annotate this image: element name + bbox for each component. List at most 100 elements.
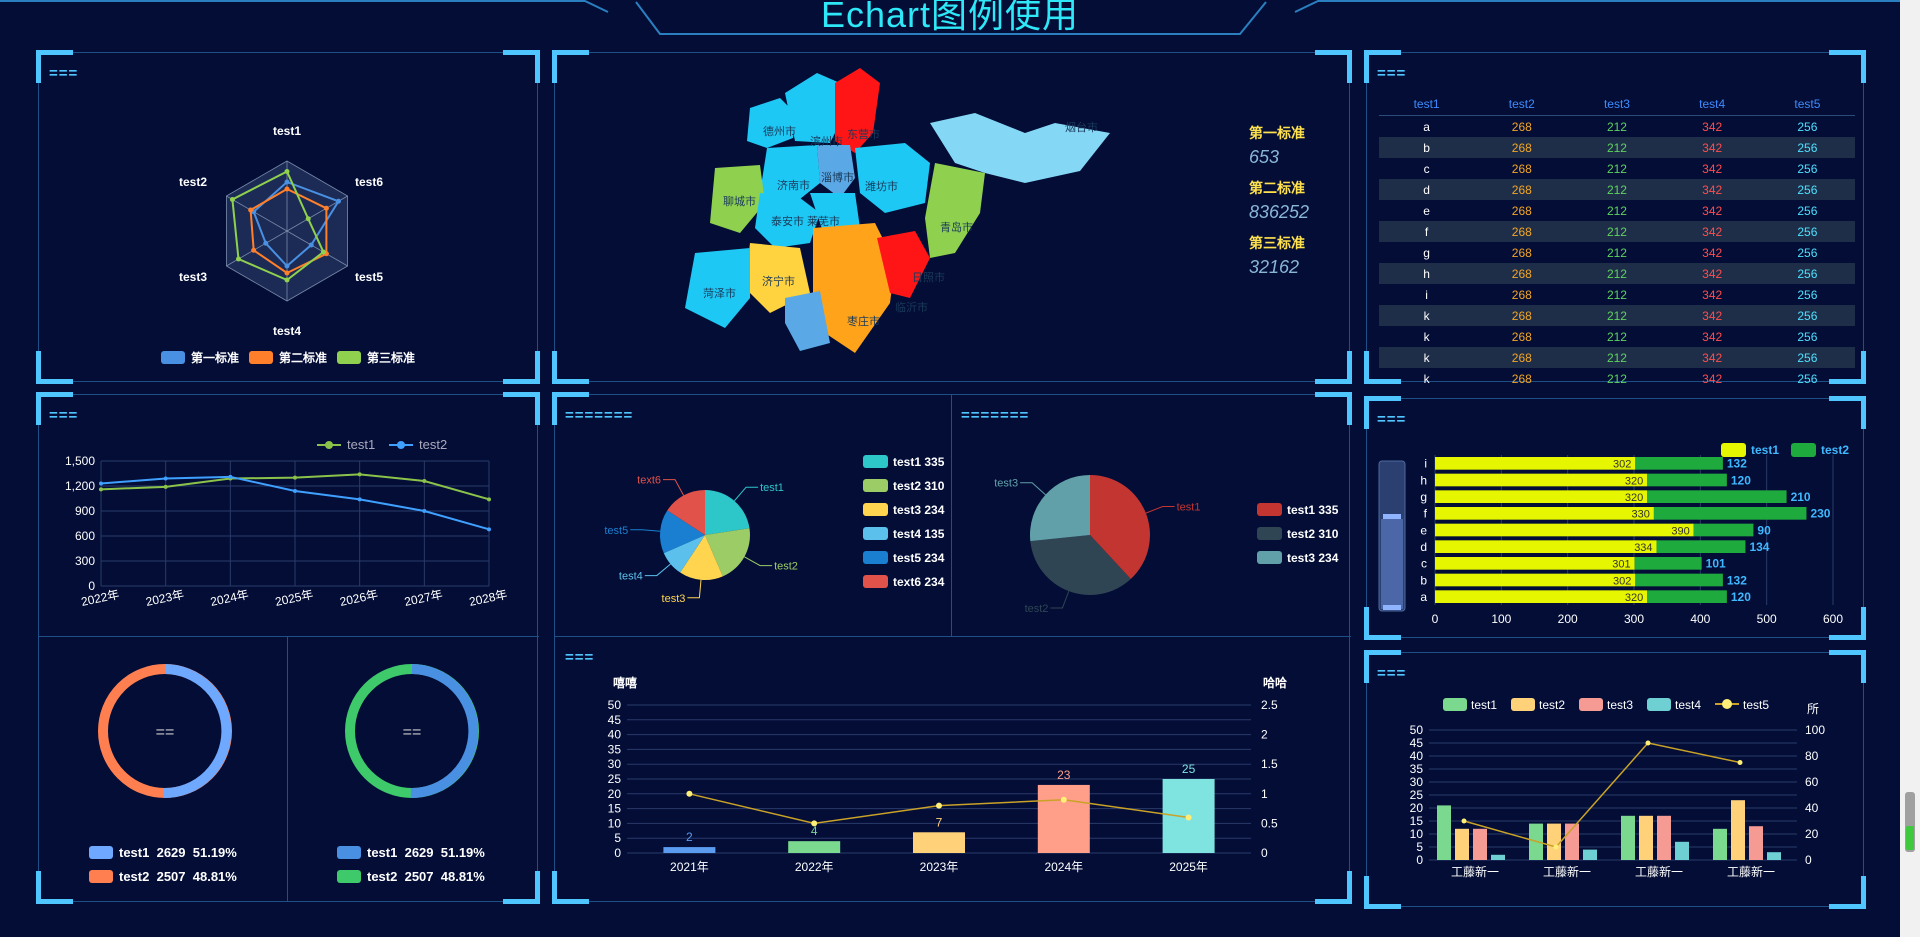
pie-legend-label: test3 234 <box>893 503 945 517</box>
map-panel: 德州市 滨州市 东营市 淄博市 潍坊市 济南市 聊城市 泰安市 莱芜市 青岛市 … <box>552 50 1352 384</box>
radar-legend-3[interactable]: 第三标准 <box>367 351 416 365</box>
line-panel: === 0 300 600 900 1,200 1,500 2022年 2023年 2024年 2… <box>36 392 540 904</box>
city-label-binzhou: 滨州市 <box>810 134 843 148</box>
map-legend-label-3: 第三标准 <box>1249 235 1305 251</box>
pie-charts: test1 test1 335 test2 test2 310 test3 test3 2… <box>604 455 1339 874</box>
donut2-legend-1[interactable]: test1 2629 51.19% <box>337 845 485 860</box>
radar-axis <box>286 230 348 267</box>
mbar-legend-label: test1 <box>1471 698 1497 712</box>
hbar-x-tick: 500 <box>1757 612 1777 626</box>
hbar-test1-e <box>1435 523 1694 537</box>
mbar-y-tick: 20 <box>1410 801 1424 815</box>
shandong-map[interactable]: 德州市 滨州市 东营市 淄博市 潍坊市 济南市 聊城市 泰安市 莱芜市 青岛市 … <box>555 53 1351 383</box>
table-cell: 342 <box>1664 221 1760 242</box>
table-cell: 268 <box>1511 245 1532 260</box>
line-point <box>422 479 427 483</box>
line-point <box>163 476 168 481</box>
mbar-test4 <box>1583 849 1597 860</box>
map-legend-value-3: 32162 <box>1249 257 1300 277</box>
donut1-legend-1[interactable]: test1 2629 51.19% <box>89 845 237 860</box>
bar-y-tick: 20 <box>608 787 622 801</box>
mbar-y-tick: 50 <box>1410 723 1424 737</box>
city-label-yantai: 烟台市 <box>1065 120 1098 134</box>
city-label-liaocheng: 聊城市 <box>723 194 756 208</box>
table-cell: 256 <box>1797 371 1818 386</box>
radar-legend-2[interactable]: 第二标准 <box>279 351 328 365</box>
hbar-value-label: 301 <box>1612 559 1630 571</box>
radar-point <box>248 207 254 213</box>
hbar-value-label: 120 <box>1731 473 1751 487</box>
table-cell: 342 <box>1702 161 1723 176</box>
bar-y-tick: 50 <box>608 698 622 712</box>
pie-label-line <box>744 556 773 567</box>
radar-point <box>236 256 242 262</box>
data-table: test1 test2 test3 test4 test5 a 268 212 342 256 b… <box>1379 93 1855 389</box>
scrollbar-thumb[interactable] <box>1905 792 1915 852</box>
line-y-tick: 300 <box>75 554 95 568</box>
mbar-x-tick: 工藤新一 <box>1727 864 1775 879</box>
radar-legend-1[interactable]: 第一标准 <box>191 351 240 365</box>
hbar-panel: === 0 100 200 300 400 500 600 320 120 a 302 132 b 301… <box>1364 396 1866 640</box>
mbar-line-point <box>1553 844 1559 850</box>
bar-y2-tick: 2 <box>1261 728 1268 742</box>
bar-2022年 <box>788 841 841 853</box>
pie-label: test2 <box>1025 603 1049 615</box>
table-row: k 268 212 342 256 <box>1379 326 1855 347</box>
radar-point <box>284 270 290 276</box>
mbar-test3 <box>1473 828 1487 860</box>
bar-line-point <box>1060 796 1067 803</box>
mbar-line-point <box>1645 740 1651 746</box>
radar-label-test3: test3 <box>179 270 207 284</box>
map-legend: 第一标准 653 第二标准 836252 第三标准 32162 <box>1249 123 1309 288</box>
pie-label-line <box>733 486 759 502</box>
line-legend-label: test2 <box>419 437 447 452</box>
radar-legend[interactable]: 第一标准 第二标准 第三标准 <box>161 349 415 366</box>
table-cell: 212 <box>1606 203 1627 218</box>
hbar-test2-b <box>1635 573 1723 587</box>
table-row: a 268 212 342 256 <box>1379 116 1855 138</box>
hbar-test2-i <box>1635 457 1723 470</box>
hbar-value-label: 320 <box>1625 475 1643 487</box>
table-row: h 268 212 342 256 <box>1379 263 1855 284</box>
radar-label-test2: test2 <box>179 175 207 189</box>
legend-swatch <box>337 351 362 364</box>
map-region-zibo <box>817 145 855 198</box>
table-cell: g <box>1423 245 1430 260</box>
multibar-panel: === 0 5 10 15 20 25 30 35 40 45 50 0 20 40 60 80 100 所工藤新… <box>1364 650 1866 909</box>
line-y-tick: 900 <box>75 504 95 518</box>
line-x-tick: 2027年 <box>403 587 444 609</box>
line-x-tick: 2022年 <box>80 587 121 609</box>
hbar-y-tick: d <box>1420 540 1427 554</box>
mbar-y-tick: 45 <box>1410 736 1424 750</box>
pie-legend-swatch <box>863 455 888 468</box>
table-cell: i <box>1425 287 1428 302</box>
radar-point <box>263 240 269 246</box>
bar-y-tick: 5 <box>614 831 621 845</box>
hbar-test2-f <box>1653 507 1807 520</box>
donut-center-label-2: == <box>403 724 422 741</box>
table-cell: 212 <box>1569 263 1665 284</box>
table-row: i 268 212 342 256 <box>1379 284 1855 305</box>
mbar-y-tick: 25 <box>1410 788 1424 802</box>
hbar-value-label: 120 <box>1731 590 1751 604</box>
table-cell: 212 <box>1606 161 1627 176</box>
mbar-x-tick: 工藤新一 <box>1543 864 1591 879</box>
vertical-scrollbar[interactable] <box>1900 0 1920 937</box>
bar-2023年 <box>913 832 965 853</box>
radar-point <box>251 247 257 253</box>
hbar-value-label: 330 <box>1632 509 1650 521</box>
table-cell: 256 <box>1797 329 1818 344</box>
table-cell: 268 <box>1474 179 1570 200</box>
donut1-legend-2[interactable]: test2 2507 48.81% <box>89 869 237 884</box>
mbar-legend-swatch <box>1579 698 1603 711</box>
legend-swatch <box>249 351 274 364</box>
mbar-y-tick: 5 <box>1416 840 1423 854</box>
mbar-test4 <box>1675 841 1689 860</box>
donut2-legend-2[interactable]: test2 2507 48.81% <box>337 869 485 884</box>
mbar-y-tick: 35 <box>1410 762 1424 776</box>
line-panel-title: === <box>49 407 79 424</box>
table-cell: 256 <box>1797 161 1818 176</box>
mbar-legend-swatch <box>1511 698 1535 711</box>
line-point <box>487 527 491 532</box>
